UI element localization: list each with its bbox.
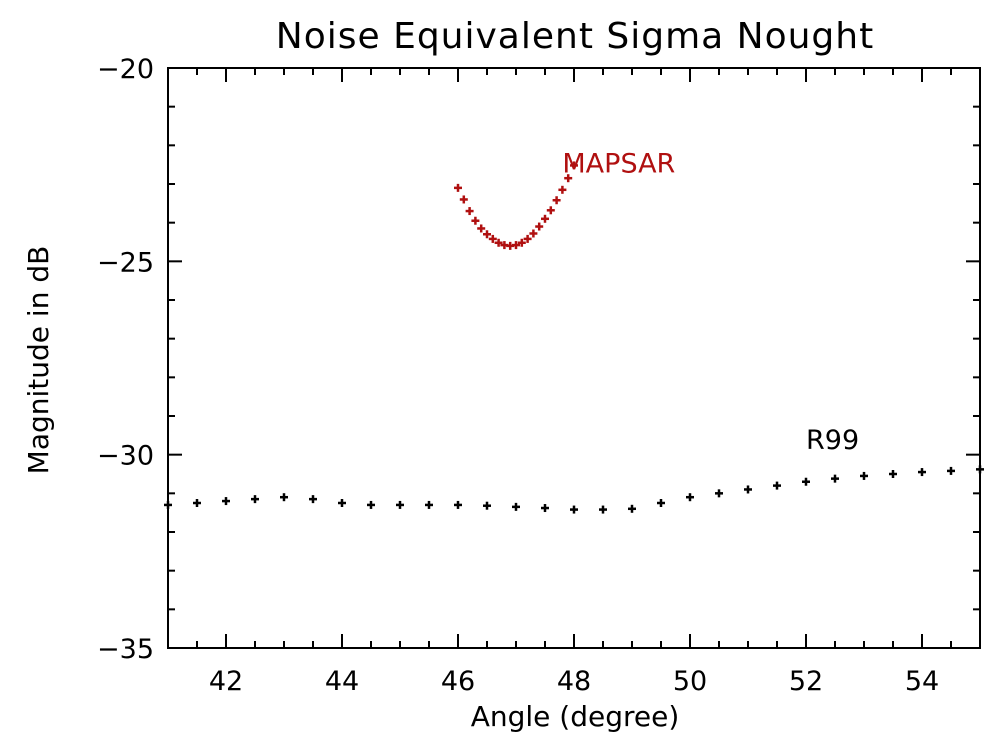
r99-point — [338, 499, 346, 507]
x-tick-label: 44 — [325, 666, 359, 697]
r99-point — [309, 495, 317, 504]
mapsar-point — [465, 207, 474, 216]
y-tick-label: −25 — [97, 247, 154, 278]
mapsar-point — [454, 183, 462, 192]
y-tick-label: −20 — [97, 54, 154, 85]
r99-point — [686, 493, 694, 502]
y-tick-label: −30 — [97, 441, 154, 472]
x-tick-label: 46 — [441, 666, 475, 697]
y-axis-label: Magnitude in dB — [22, 246, 55, 475]
mapsar-point — [488, 234, 497, 243]
r99-point — [744, 485, 752, 494]
r99-point — [831, 474, 839, 483]
mapsar-point — [541, 214, 549, 223]
x-tick-label: 50 — [673, 666, 707, 697]
r99-point — [164, 500, 172, 509]
r99-point — [541, 504, 549, 513]
r99-point — [280, 493, 288, 502]
mapsar-point — [494, 238, 503, 247]
r99-point — [570, 505, 578, 514]
r99-point — [715, 489, 723, 498]
r99-point — [889, 470, 897, 478]
mapsar-point — [535, 222, 544, 231]
r99-point — [947, 466, 955, 475]
x-tick-label: 52 — [789, 666, 823, 697]
mapsar-point — [552, 196, 561, 205]
mapsar-point — [564, 174, 573, 183]
axis-ticks: 42 44 46 48 50 52 54 −20 −25 −30 −35 — [97, 54, 981, 697]
r99-point — [483, 501, 491, 510]
r99-point — [425, 500, 433, 509]
x-tick-label: 42 — [209, 666, 243, 697]
chart-title: Noise Equivalent Sigma Nought — [276, 16, 874, 57]
mapsar-point — [483, 230, 491, 239]
mapsar-point — [477, 224, 486, 233]
mapsar-point — [523, 234, 532, 243]
y-tick-label: −35 — [97, 634, 154, 665]
mapsar-point — [459, 195, 468, 204]
r99-label: R99 — [806, 425, 859, 456]
r99-point — [454, 500, 462, 509]
r99-point — [251, 495, 259, 504]
r99-point — [396, 500, 404, 509]
r99-point — [802, 477, 810, 486]
mapsar-point — [471, 216, 480, 225]
r99-point — [860, 471, 868, 480]
r99-point — [918, 468, 926, 477]
x-tick-label: 54 — [905, 666, 939, 697]
r99-point — [193, 499, 201, 507]
mapsar-point — [512, 241, 520, 250]
r99-point — [222, 497, 230, 506]
r99-point — [628, 504, 636, 513]
mapsar-point — [570, 161, 578, 170]
r99-point — [599, 505, 607, 514]
mapsar-point — [558, 185, 567, 194]
r99-point — [773, 481, 781, 490]
mapsar-point — [546, 206, 555, 215]
x-tick-label: 48 — [557, 666, 591, 697]
r99-point — [976, 465, 984, 474]
mapsar-point — [517, 238, 526, 247]
series-labels: MAPSAR R99 — [562, 148, 859, 455]
series-marks — [164, 161, 984, 514]
r99-point — [657, 499, 665, 507]
mapsar-label: MAPSAR — [562, 148, 675, 179]
r99-point — [367, 500, 375, 509]
r99-point — [512, 502, 520, 511]
x-axis-label: Angle (degree) — [471, 700, 680, 733]
mapsar-point — [529, 229, 538, 238]
